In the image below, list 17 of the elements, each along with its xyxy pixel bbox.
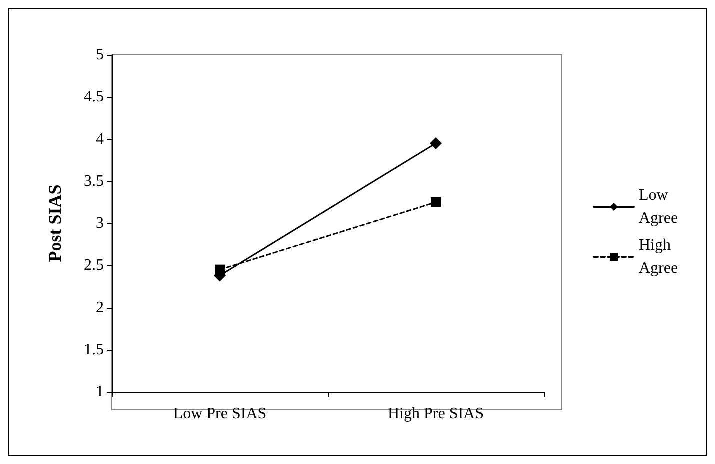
y-tick-label: 2	[96, 299, 104, 316]
legend-label: Low Agree	[639, 187, 678, 227]
legend-label: High Agree	[639, 237, 678, 277]
point	[430, 137, 442, 150]
point	[215, 264, 225, 275]
y-tick-label: 1.5	[84, 341, 104, 358]
y-tick-label: 3	[96, 215, 104, 232]
x-tick-label: High Pre SIAS	[388, 406, 484, 422]
y-tick-label: 5	[96, 46, 104, 64]
y-tick-label: 1	[96, 384, 104, 400]
y-tick-label: 4.5	[84, 88, 104, 106]
point	[431, 197, 441, 208]
y-axis-title: Post SIAS	[45, 184, 65, 262]
y-tick-label: 2.5	[84, 257, 104, 274]
y-tick-label: 4	[96, 130, 104, 148]
y-tick-label: 3.5	[84, 172, 104, 190]
x-tick-label: Low Pre SIAS	[173, 406, 267, 422]
